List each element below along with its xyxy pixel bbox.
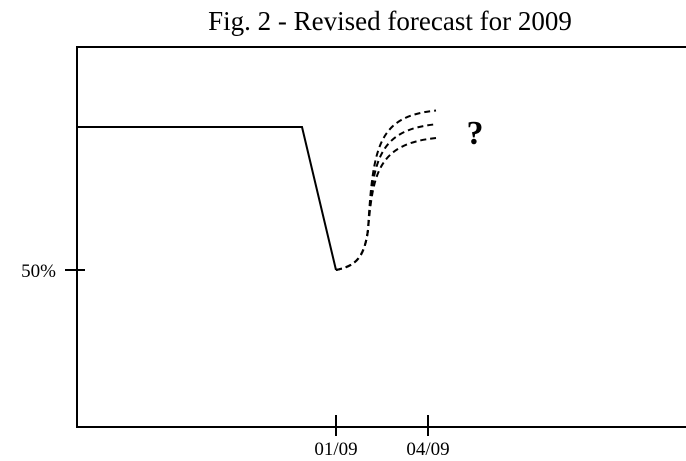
- y-tick-label-50: 50%: [21, 261, 56, 282]
- question-mark-annotation: ?: [467, 115, 484, 152]
- plot-frame: [76, 46, 686, 428]
- historical-line: [77, 126, 337, 271]
- forecast-line-lower: [335, 137, 437, 271]
- chart-title: Fig. 2 - Revised forecast for 2009: [208, 6, 572, 36]
- forecast-line-middle: [335, 123, 437, 271]
- x-tick-label-01-09: 01/09: [314, 439, 357, 460]
- x-tick-label-04-09: 04/09: [406, 439, 449, 460]
- forecast-line-upper: [335, 109, 437, 271]
